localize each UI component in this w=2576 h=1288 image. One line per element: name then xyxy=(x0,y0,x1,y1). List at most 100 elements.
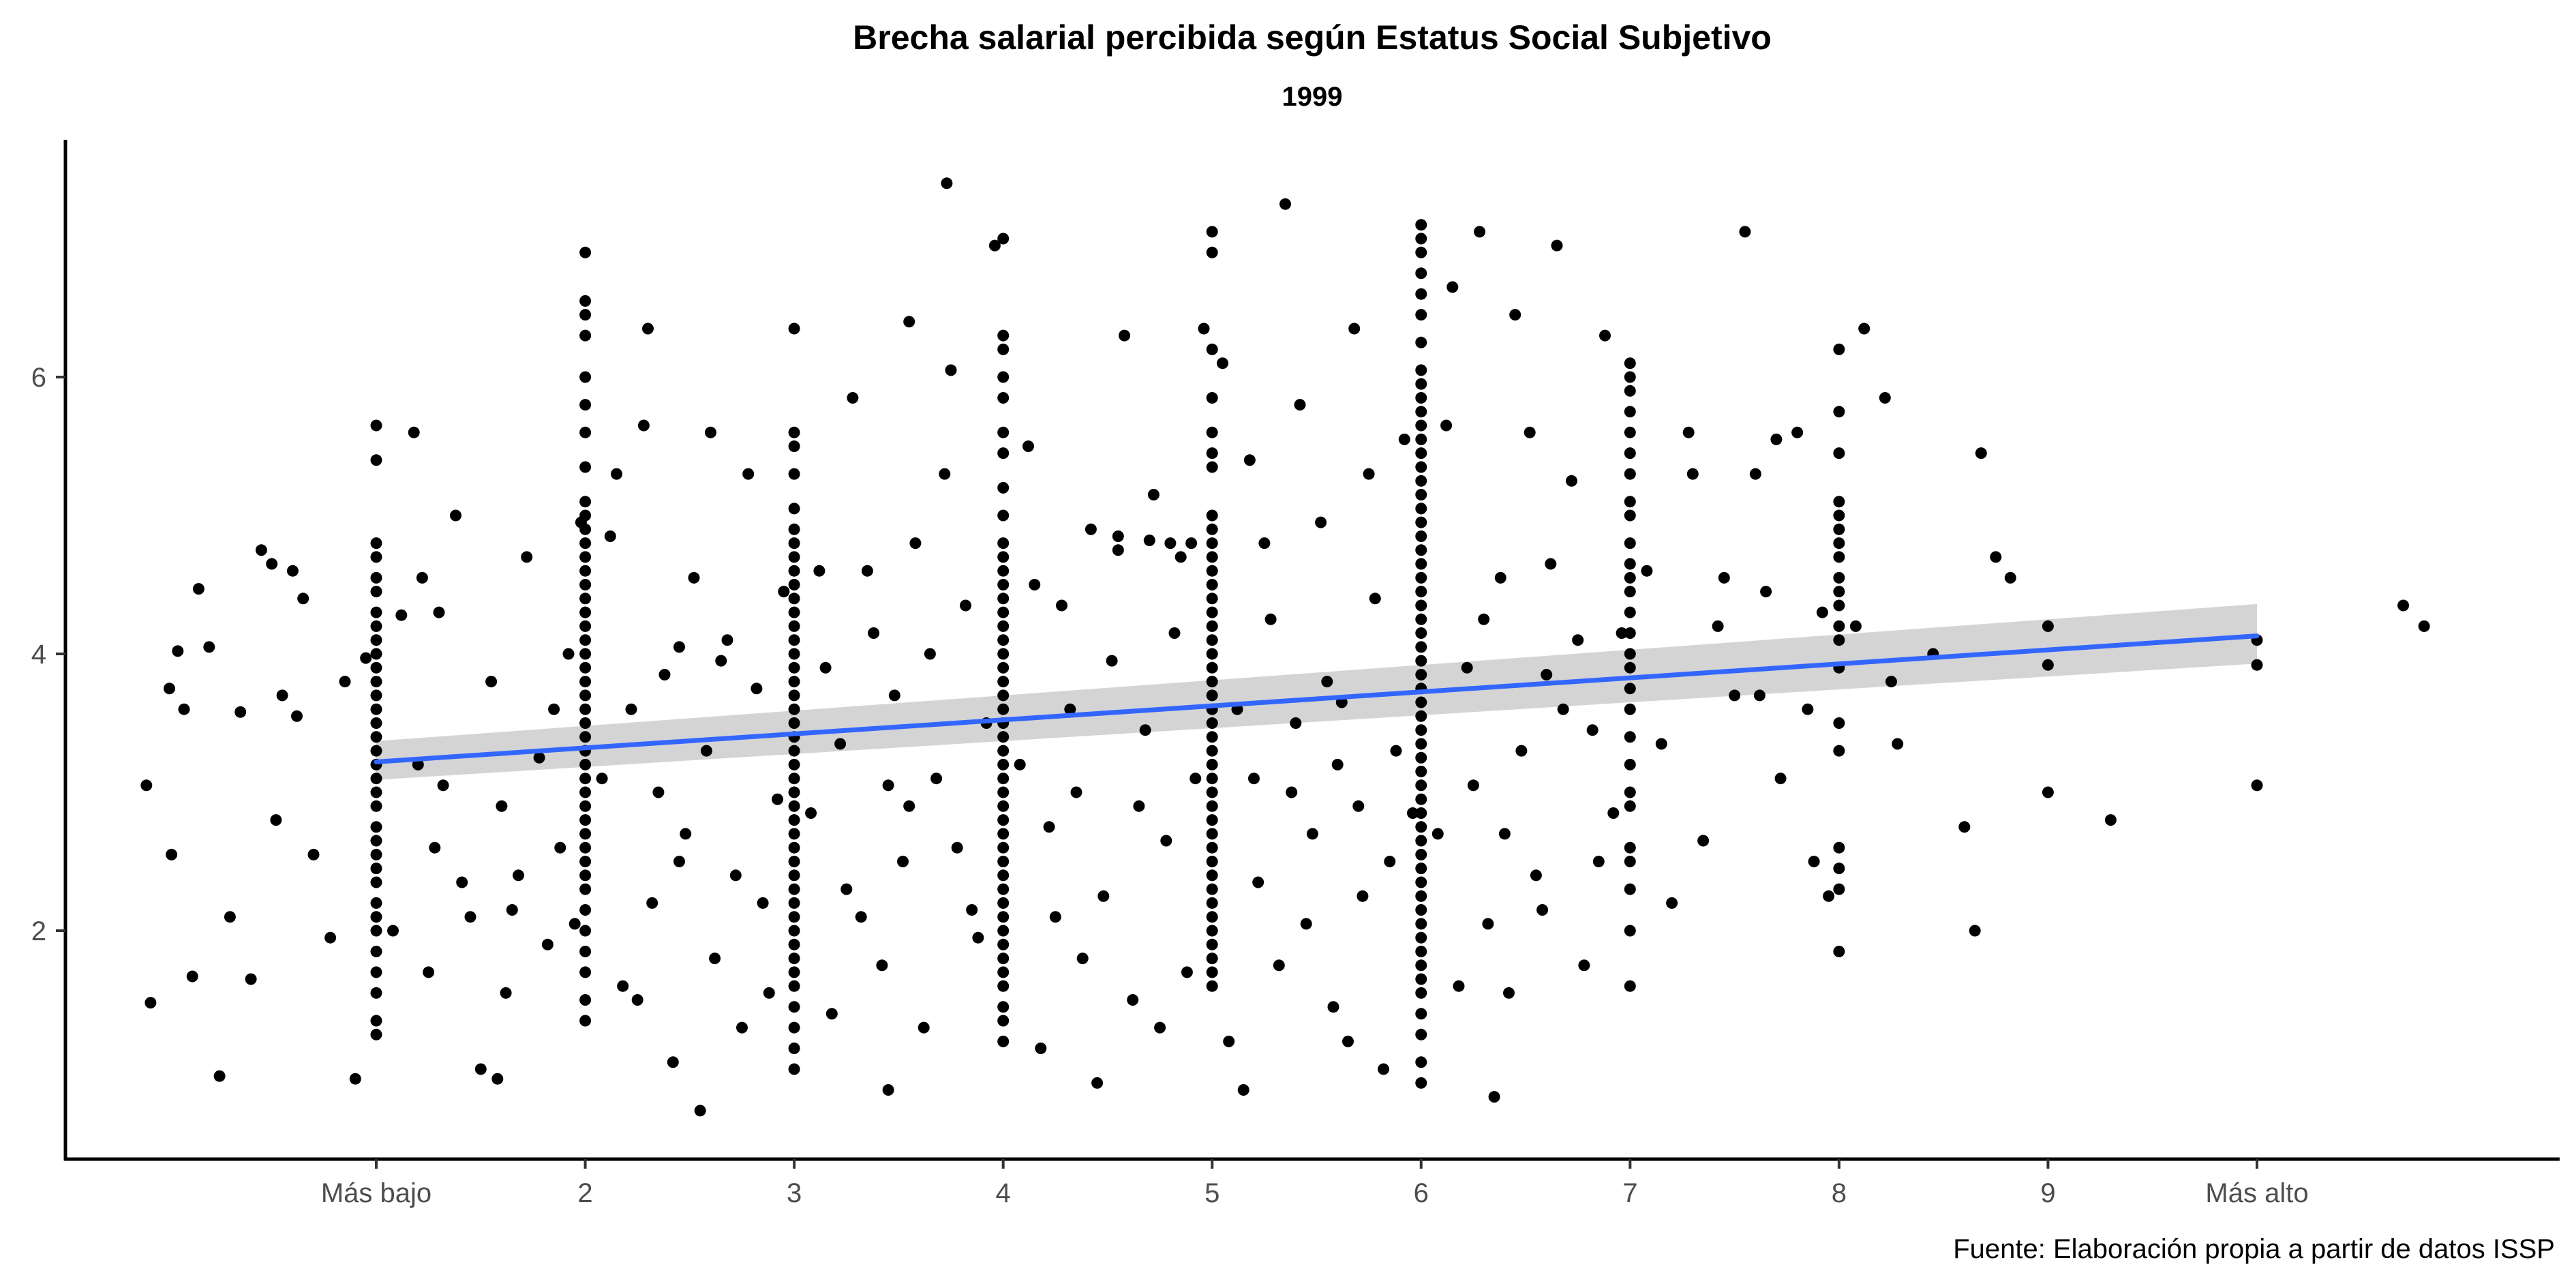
data-point xyxy=(1147,489,1160,500)
data-point xyxy=(1833,537,1845,550)
data-point xyxy=(370,876,382,888)
data-point xyxy=(1223,1035,1235,1047)
data-point xyxy=(1206,938,1218,950)
data-point xyxy=(245,973,257,985)
data-point xyxy=(819,661,832,674)
data-point xyxy=(579,904,592,916)
data-point xyxy=(349,1073,361,1085)
data-point xyxy=(370,419,382,432)
data-point xyxy=(788,1021,800,1034)
data-point xyxy=(705,426,716,438)
data-point xyxy=(474,1063,487,1075)
x-tick-label: 3 xyxy=(787,1178,802,1208)
data-point xyxy=(579,426,592,438)
data-point xyxy=(178,703,190,715)
data-point xyxy=(1415,793,1427,805)
data-point xyxy=(1206,620,1218,632)
data-point xyxy=(429,841,441,854)
data-point xyxy=(1833,509,1845,522)
data-point xyxy=(145,997,157,1009)
data-point xyxy=(966,904,978,916)
data-point xyxy=(1823,890,1835,902)
data-point xyxy=(997,953,1010,965)
data-point xyxy=(1415,406,1427,418)
data-point xyxy=(1415,309,1427,321)
data-point xyxy=(788,551,800,563)
data-point xyxy=(579,717,592,729)
data-point xyxy=(1206,689,1218,702)
data-point xyxy=(763,987,775,999)
data-point xyxy=(1524,426,1536,438)
data-point xyxy=(1969,925,1981,937)
data-point xyxy=(579,814,592,826)
data-point xyxy=(1624,406,1636,418)
data-point xyxy=(255,544,267,556)
data-point xyxy=(1415,433,1427,445)
data-point xyxy=(412,758,424,770)
data-point xyxy=(1022,440,1034,452)
data-point xyxy=(1624,606,1636,618)
data-point xyxy=(370,848,382,860)
data-point xyxy=(997,579,1010,590)
data-point xyxy=(1407,807,1419,819)
data-point xyxy=(997,966,1010,978)
data-point xyxy=(1816,606,1828,618)
data-point xyxy=(387,925,399,937)
data-point xyxy=(1453,980,1465,992)
data-point xyxy=(997,814,1010,826)
data-point xyxy=(1791,426,1804,438)
data-point xyxy=(888,689,900,702)
data-point xyxy=(370,1028,382,1040)
data-point xyxy=(688,571,700,584)
data-point xyxy=(1624,357,1636,370)
data-point xyxy=(788,828,800,840)
data-point xyxy=(1415,288,1427,300)
data-point xyxy=(579,994,592,1006)
data-point xyxy=(997,509,1010,522)
data-point xyxy=(1440,419,1453,432)
data-point xyxy=(1043,821,1055,833)
data-point xyxy=(1363,468,1375,480)
data-point xyxy=(579,295,592,307)
data-point xyxy=(1599,329,1611,342)
data-point xyxy=(579,869,592,882)
data-point xyxy=(631,994,643,1006)
data-point xyxy=(997,841,1010,854)
data-point xyxy=(370,606,382,618)
data-point xyxy=(788,1063,800,1075)
data-point xyxy=(291,710,303,722)
data-point xyxy=(1064,703,1076,715)
data-point xyxy=(1206,509,1218,522)
data-point xyxy=(416,571,428,584)
data-point xyxy=(1833,551,1845,563)
data-point xyxy=(1503,987,1515,999)
data-point xyxy=(1666,897,1678,909)
data-point xyxy=(496,800,508,812)
data-point xyxy=(1290,717,1302,729)
data-point xyxy=(1273,959,1285,972)
data-point xyxy=(997,593,1010,605)
data-point xyxy=(1749,468,1761,480)
data-point xyxy=(297,593,309,605)
data-point xyxy=(1206,980,1218,992)
data-point xyxy=(1070,786,1082,798)
data-point xyxy=(1833,883,1845,895)
data-point xyxy=(1833,586,1845,598)
data-point xyxy=(1206,925,1218,937)
data-point xyxy=(370,946,382,957)
data-point xyxy=(1415,987,1427,999)
data-point xyxy=(1415,627,1427,639)
data-point xyxy=(1206,537,1218,550)
data-point xyxy=(1415,503,1427,515)
data-point xyxy=(1415,766,1427,777)
data-point xyxy=(1415,267,1427,280)
data-point xyxy=(658,669,671,680)
data-point xyxy=(1461,661,1473,674)
data-point xyxy=(1160,835,1172,847)
data-point xyxy=(370,821,382,833)
data-point xyxy=(680,828,692,840)
data-point xyxy=(876,959,888,972)
data-point xyxy=(1415,586,1427,598)
data-point xyxy=(642,323,654,335)
data-point xyxy=(1833,523,1845,535)
